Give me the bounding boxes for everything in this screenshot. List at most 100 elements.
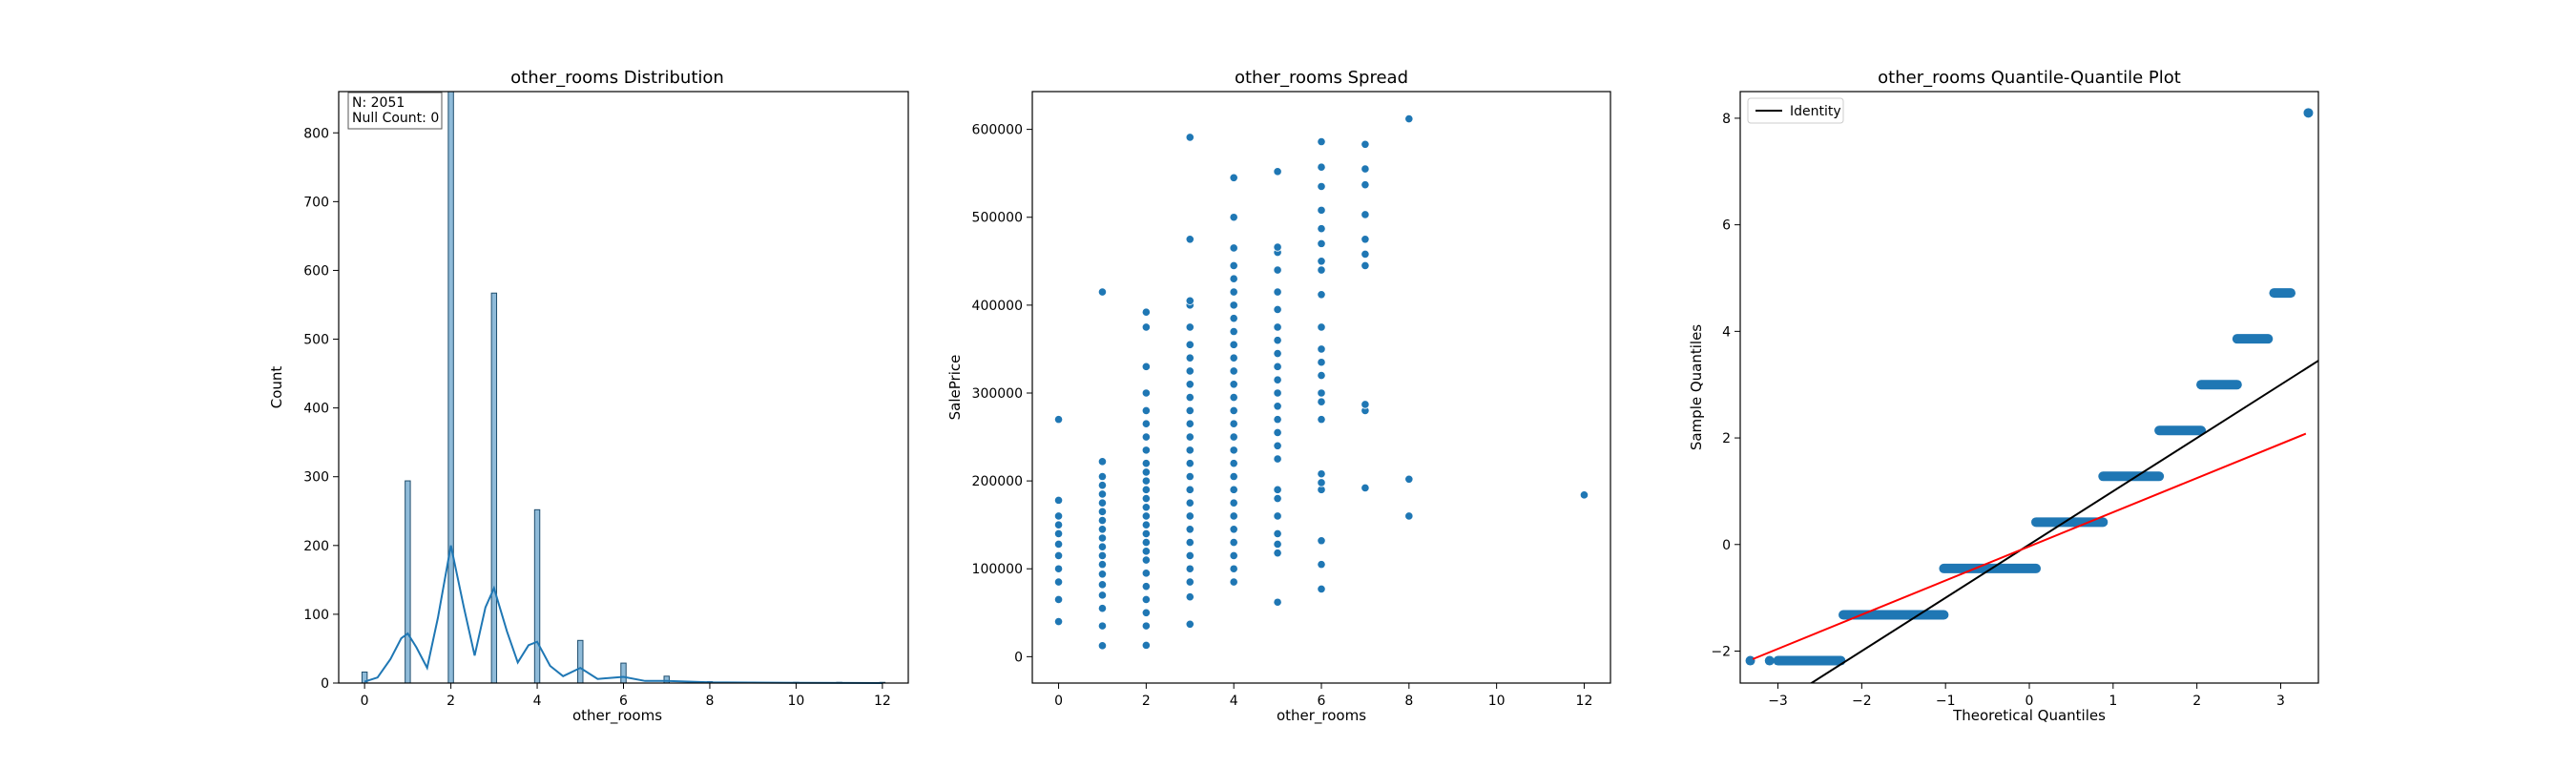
scatter-axes-frame (1031, 91, 1611, 684)
scatter-point (1229, 260, 1238, 271)
scatter-point (1185, 322, 1195, 332)
scatter-point (1273, 427, 1282, 438)
scatter-point (1053, 520, 1064, 529)
scatter-panel: other_rooms Spread 0 2 4 6 8 10 12 0 100000 2000… (946, 68, 1611, 725)
histogram-bar (620, 662, 627, 684)
scatter-point (1273, 304, 1282, 315)
scatter-point (1229, 459, 1238, 468)
scatter-point (1317, 584, 1326, 594)
scatter-point (1229, 173, 1238, 182)
scatter-point (1317, 238, 1326, 248)
scatter-point (1229, 213, 1238, 222)
scatter-point (1273, 348, 1282, 359)
scatter-point (1053, 539, 1064, 549)
scatter-title: other_rooms Spread (1235, 68, 1408, 88)
x-tick-label: 6 (1318, 694, 1326, 709)
scatter-point (1229, 243, 1238, 253)
scatter-point (1273, 242, 1282, 252)
scatter-point (1317, 136, 1326, 147)
scatter-point (1229, 471, 1238, 482)
scatter-point (1273, 362, 1282, 371)
scatter-point (1097, 489, 1108, 499)
scatter-point (1141, 547, 1151, 556)
scatter-point (1185, 619, 1195, 629)
scatter-point (1141, 640, 1151, 650)
scatter-point (1185, 485, 1195, 494)
scatter-point (1185, 564, 1195, 573)
histogram-bar (405, 480, 411, 684)
scatter-point (1185, 538, 1195, 548)
scatter-point (1097, 515, 1108, 526)
scatter-point (1097, 457, 1108, 466)
scatter-point (1229, 326, 1238, 337)
scatter-point (1229, 274, 1238, 283)
y-tick-label: 600000 (972, 123, 1023, 138)
scatter-point (1229, 301, 1238, 310)
x-tick-label: 4 (1230, 694, 1238, 709)
scatter-point (1097, 525, 1108, 534)
hist-y-ticks: 0 100 200 300 400 500 600 700 800 (303, 126, 339, 692)
scatter-point (1185, 592, 1195, 602)
scatter-point (1404, 474, 1414, 484)
scatter-point (1053, 577, 1064, 587)
scatter-point (1053, 495, 1064, 505)
scatter-point (1317, 265, 1326, 275)
scatter-point (1141, 362, 1151, 371)
scatter-point (1141, 446, 1151, 455)
scatter-point (1361, 235, 1370, 244)
histogram-bar (447, 91, 454, 684)
scatter-point (1097, 471, 1108, 482)
hist-panel: other_rooms Distribution 0 2 4 6 8 10 12 0 100 2… (268, 68, 909, 725)
scatter-point (1361, 164, 1370, 174)
y-tick-label: 8 (1722, 112, 1731, 127)
scatter-point (1361, 180, 1370, 190)
scatter-point (1229, 432, 1238, 442)
scatter-point (1185, 133, 1195, 142)
fit-line (1752, 432, 2307, 660)
scatter-point (1185, 432, 1195, 442)
scatter-point (1317, 469, 1326, 479)
scatter-point (1141, 582, 1151, 591)
scatter-point (1273, 539, 1282, 549)
scatter-point (1317, 388, 1326, 398)
scatter-point (1185, 405, 1195, 416)
qq-y-label: Sample Quantiles (1688, 324, 1705, 450)
histogram-bar (663, 675, 670, 684)
scatter-point (1229, 577, 1238, 587)
annotation-null-count: Null Count: 0 (352, 111, 439, 126)
x-tick-label: 0 (2025, 694, 2034, 709)
scatter-point (1361, 210, 1370, 219)
scatter-point (1141, 322, 1151, 332)
scatter-point (1185, 525, 1195, 534)
y-tick-label: 200000 (972, 474, 1023, 489)
scatter-point (1273, 336, 1282, 345)
scatter-point (1141, 493, 1151, 504)
scatter-point (1097, 507, 1108, 516)
x-tick-label: 2 (447, 694, 455, 709)
scatter-point (1141, 538, 1151, 548)
scatter-point (1317, 224, 1326, 234)
scatter-point (1273, 597, 1282, 607)
scatter-point (1229, 419, 1238, 428)
scatter-point (1404, 511, 1414, 521)
scatter-point (1361, 483, 1370, 493)
scatter-point (1273, 529, 1282, 538)
scatter-point (1317, 415, 1326, 425)
scatter-point (1229, 538, 1238, 548)
qq-plot-area (1745, 108, 2318, 683)
scatter-point (1053, 415, 1064, 425)
scatter-point (1097, 533, 1108, 543)
x-tick-label: 2 (1142, 694, 1151, 709)
histogram-bar (577, 639, 584, 684)
scatter-point (1317, 536, 1326, 546)
scatter-point (1141, 594, 1151, 605)
qq-x-label: Theoretical Quantiles (1952, 707, 2106, 724)
scatter-point (1273, 549, 1282, 558)
scatter-point (1404, 114, 1414, 124)
scatter-point (1097, 580, 1108, 590)
scatter-point (1185, 235, 1195, 244)
scatter-point (1317, 397, 1326, 406)
scatter-point (1185, 446, 1195, 455)
scatter-point (1229, 314, 1238, 323)
